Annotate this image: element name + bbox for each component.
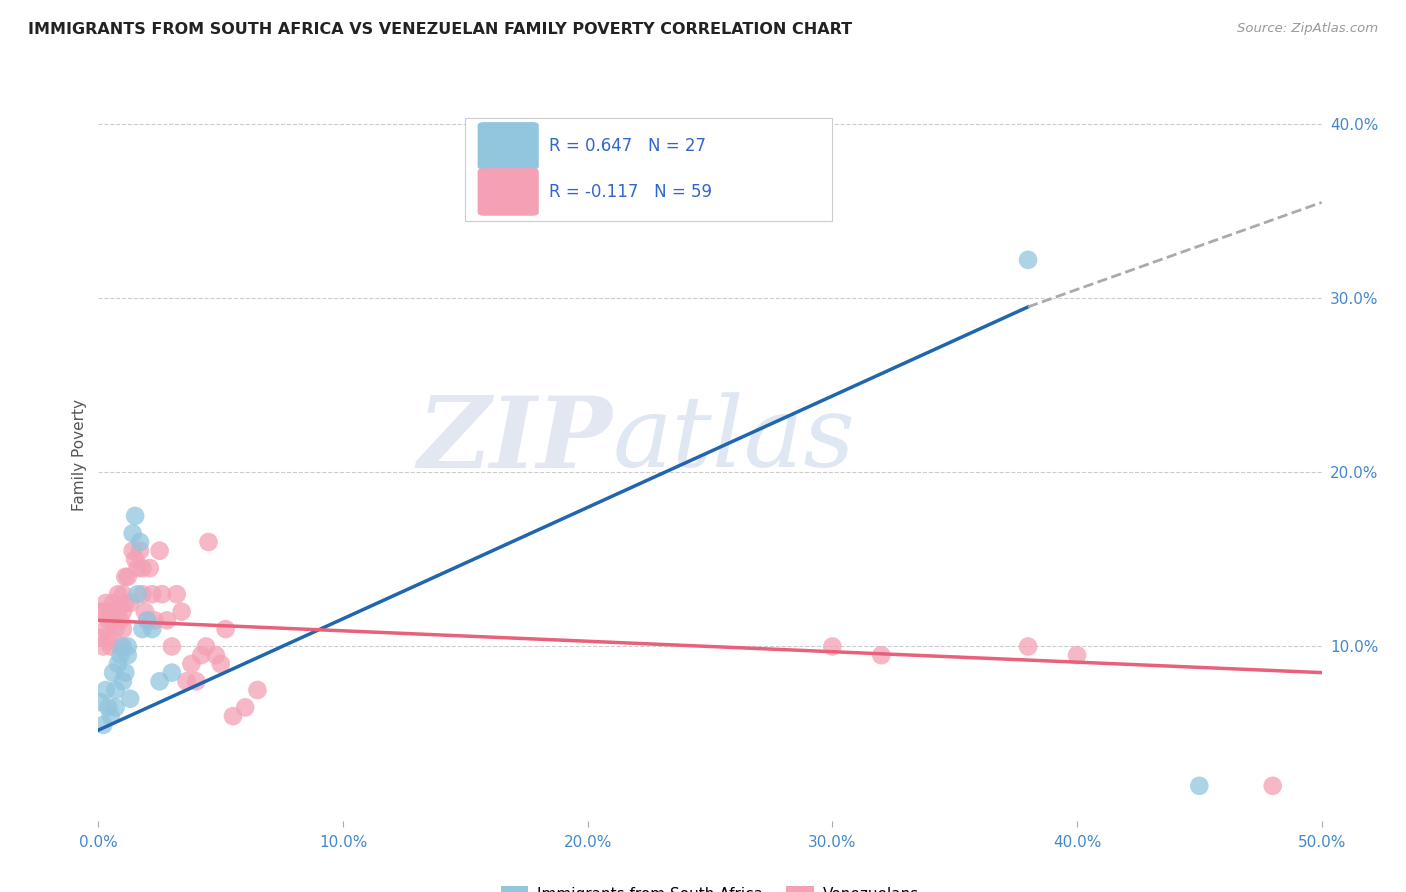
Point xyxy=(124,508,146,523)
Point xyxy=(111,587,134,601)
Point xyxy=(107,657,129,671)
Point xyxy=(90,695,112,709)
Point xyxy=(127,587,149,601)
Point xyxy=(1261,779,1284,793)
Point xyxy=(222,709,245,723)
Point xyxy=(209,657,232,671)
Point xyxy=(94,622,117,636)
Point xyxy=(139,561,162,575)
Point xyxy=(104,683,127,698)
Point xyxy=(129,535,152,549)
Point xyxy=(117,648,139,663)
Point xyxy=(214,622,236,636)
Point xyxy=(129,543,152,558)
Point xyxy=(160,640,183,654)
Point xyxy=(110,648,132,663)
Point xyxy=(104,622,127,636)
Point xyxy=(100,709,122,723)
Point xyxy=(107,605,129,619)
Point xyxy=(246,683,269,698)
FancyBboxPatch shape xyxy=(465,119,832,221)
Point xyxy=(91,605,114,619)
Y-axis label: Family Poverty: Family Poverty xyxy=(72,399,87,511)
Point xyxy=(150,587,173,601)
Text: R = 0.647   N = 27: R = 0.647 N = 27 xyxy=(548,136,706,154)
Text: ZIP: ZIP xyxy=(418,392,612,489)
Point xyxy=(94,596,117,610)
Point xyxy=(94,683,117,698)
Point xyxy=(97,700,120,714)
Point xyxy=(110,640,132,654)
Point xyxy=(205,648,228,663)
Point xyxy=(134,605,156,619)
Point xyxy=(120,691,142,706)
Text: R = -0.117   N = 59: R = -0.117 N = 59 xyxy=(548,183,711,201)
Point xyxy=(101,596,124,610)
Point xyxy=(821,640,844,654)
Point xyxy=(1188,779,1211,793)
Point xyxy=(91,640,114,654)
Point xyxy=(90,631,112,645)
Point xyxy=(180,657,202,671)
Point xyxy=(97,613,120,627)
Point xyxy=(120,596,142,610)
Text: IMMIGRANTS FROM SOUTH AFRICA VS VENEZUELAN FAMILY POVERTY CORRELATION CHART: IMMIGRANTS FROM SOUTH AFRICA VS VENEZUEL… xyxy=(28,22,852,37)
Point xyxy=(117,640,139,654)
Point xyxy=(107,587,129,601)
Point xyxy=(124,552,146,566)
Point xyxy=(166,587,188,601)
Point xyxy=(111,622,134,636)
Point xyxy=(111,640,134,654)
FancyBboxPatch shape xyxy=(478,169,538,216)
Point xyxy=(149,543,172,558)
Point xyxy=(114,596,136,610)
Point xyxy=(143,613,166,627)
Point xyxy=(114,665,136,680)
Point xyxy=(111,674,134,689)
Point xyxy=(141,587,163,601)
Text: Source: ZipAtlas.com: Source: ZipAtlas.com xyxy=(1237,22,1378,36)
Point xyxy=(127,561,149,575)
Point xyxy=(160,665,183,680)
Point xyxy=(121,543,143,558)
Point xyxy=(90,605,112,619)
Legend: Immigrants from South Africa, Venezuelans: Immigrants from South Africa, Venezuelan… xyxy=(495,880,925,892)
Text: atlas: atlas xyxy=(612,392,855,488)
Point xyxy=(149,674,172,689)
Point xyxy=(104,605,127,619)
Point xyxy=(195,640,218,654)
Point xyxy=(114,570,136,584)
Point xyxy=(100,640,122,654)
Point xyxy=(104,700,127,714)
Point xyxy=(131,561,153,575)
Point xyxy=(110,613,132,627)
Point xyxy=(131,587,153,601)
Point xyxy=(100,605,122,619)
Point xyxy=(91,718,114,732)
Point xyxy=(170,605,193,619)
Point xyxy=(186,674,208,689)
Point xyxy=(197,535,219,549)
Point xyxy=(1017,252,1039,267)
Point xyxy=(136,613,159,627)
Point xyxy=(190,648,212,663)
Point xyxy=(101,613,124,627)
Point xyxy=(233,700,256,714)
Point xyxy=(121,526,143,541)
Point xyxy=(141,622,163,636)
Point xyxy=(1066,648,1088,663)
Point xyxy=(1017,640,1039,654)
Point xyxy=(117,570,139,584)
Point xyxy=(101,665,124,680)
Point xyxy=(870,648,893,663)
Point xyxy=(97,631,120,645)
Point xyxy=(136,613,159,627)
Point xyxy=(176,674,198,689)
Point xyxy=(131,622,153,636)
Point xyxy=(111,605,134,619)
FancyBboxPatch shape xyxy=(478,122,538,169)
Point xyxy=(156,613,179,627)
